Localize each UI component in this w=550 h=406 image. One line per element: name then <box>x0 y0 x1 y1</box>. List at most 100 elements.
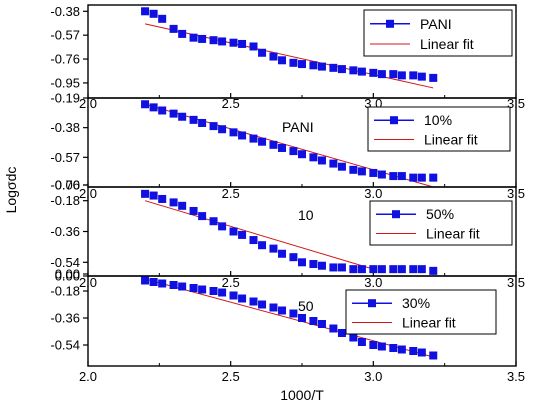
data-point <box>209 287 218 295</box>
data-point <box>397 71 406 80</box>
data-point <box>429 73 438 82</box>
y-tick-label: -0.19 <box>50 91 80 106</box>
data-point <box>218 125 227 134</box>
data-point <box>409 265 418 274</box>
data-point <box>258 48 267 57</box>
panel-2: 2.0 2.5 3.0 3.5-0.19-0.38-0.57-0.760.00PANI… <box>50 91 525 202</box>
fit-line <box>144 200 374 270</box>
data-point <box>229 38 238 47</box>
data-point <box>409 71 418 80</box>
legend-label: Linear fit <box>402 315 456 331</box>
data-point <box>258 241 267 250</box>
data-point <box>409 347 418 355</box>
data-point <box>337 329 346 337</box>
x-tick-label: 2.5 <box>222 369 240 384</box>
data-point <box>141 100 150 109</box>
data-point <box>298 314 306 322</box>
data-point <box>149 278 158 286</box>
data-point <box>377 342 386 351</box>
panel-annotation: 10 <box>298 207 314 223</box>
data-point <box>349 165 358 174</box>
data-point <box>198 285 207 294</box>
x-tick-label: 3.0 <box>364 369 382 384</box>
panel-annotation: PANI <box>282 119 314 135</box>
legend: 30% Linear fit <box>345 289 497 335</box>
y-tick-label: -0.36 <box>50 224 80 239</box>
data-point <box>141 189 150 198</box>
data-point <box>269 303 278 312</box>
data-point <box>317 62 326 71</box>
data-point <box>158 279 167 288</box>
legend-data-marker <box>386 19 394 28</box>
legend-box <box>367 106 511 152</box>
y-tick-label: -0.18 <box>50 193 80 208</box>
data-point <box>289 147 298 156</box>
data-point <box>317 320 326 328</box>
legend-box <box>363 9 513 57</box>
panel-annotation: 50 <box>298 298 314 314</box>
data-point <box>409 173 418 182</box>
data-point <box>209 122 218 131</box>
data-point <box>169 109 178 118</box>
data-point <box>377 265 386 274</box>
data-point <box>189 115 198 124</box>
legend-label: 30% <box>402 295 430 311</box>
x-tick-label: 3.5 <box>507 369 525 384</box>
data-point <box>158 194 167 203</box>
x-tick-label: 2.0 <box>79 369 97 384</box>
legend-data-marker <box>390 116 398 125</box>
data-point <box>429 266 438 275</box>
x-tick-label: 3.0 <box>364 186 382 201</box>
x-tick-label: 2.5 <box>222 96 240 111</box>
data-point <box>417 348 426 357</box>
data-point <box>169 198 178 207</box>
data-point <box>189 33 198 42</box>
legend: 10% Linear fit <box>367 106 511 152</box>
data-point <box>238 294 247 303</box>
data-point <box>158 14 167 23</box>
data-point <box>309 317 318 325</box>
data-point <box>397 265 406 274</box>
data-point <box>158 106 167 115</box>
data-point <box>249 134 258 143</box>
y-tick-label: -0.95 <box>50 75 80 90</box>
data-point <box>369 168 378 177</box>
y-tick-label: -0.54 <box>50 338 80 353</box>
legend-box <box>369 200 513 246</box>
data-point <box>357 67 366 76</box>
data-point <box>278 306 287 315</box>
y-tick-label: 0.00 <box>55 178 80 193</box>
data-point <box>369 265 378 274</box>
data-point <box>389 344 398 352</box>
data-point <box>209 36 218 45</box>
x-axis-label: 1000/T <box>280 387 324 403</box>
data-point <box>377 170 386 179</box>
data-point <box>198 212 207 221</box>
y-tick-label: -0.38 <box>50 120 80 135</box>
data-point <box>349 66 358 75</box>
data-point <box>278 249 287 258</box>
data-point <box>141 276 150 285</box>
data-point <box>389 172 398 181</box>
data-point <box>178 282 187 291</box>
y-tick-label: -0.36 <box>50 311 80 326</box>
data-point <box>357 167 366 176</box>
legend-data-marker <box>392 210 400 219</box>
y-tick-label: 0.00 <box>55 267 80 282</box>
data-point <box>249 42 258 51</box>
data-point <box>329 263 338 272</box>
data-point <box>289 58 298 67</box>
data-point <box>289 309 298 318</box>
data-point <box>309 153 318 162</box>
y-tick-label: -0.18 <box>50 284 80 299</box>
data-point <box>278 143 287 152</box>
data-point <box>357 338 366 346</box>
panel-1: 2.0 2.5 3.0 3.5-0.38-0.57-0.76-0.95PANILine… <box>50 4 525 111</box>
legend: PANI Linear fit <box>363 9 513 57</box>
legend-label: Linear fit <box>426 226 480 242</box>
data-point <box>298 150 306 159</box>
data-point <box>189 284 198 292</box>
data-point <box>298 60 306 69</box>
data-point <box>369 341 378 349</box>
data-point <box>169 281 178 289</box>
